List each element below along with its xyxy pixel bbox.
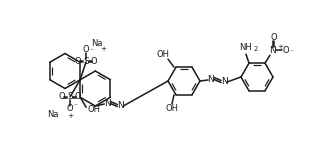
Text: OH: OH xyxy=(165,104,178,113)
Text: +: + xyxy=(67,113,73,119)
Text: ⁻: ⁻ xyxy=(73,104,77,110)
Text: O: O xyxy=(91,57,98,66)
Text: N: N xyxy=(270,46,276,55)
Text: O: O xyxy=(67,104,73,113)
Text: Na: Na xyxy=(91,39,103,48)
Text: N: N xyxy=(208,74,214,84)
Text: S: S xyxy=(83,57,89,66)
Text: O: O xyxy=(270,33,277,42)
Text: OH: OH xyxy=(156,50,169,59)
Text: Na: Na xyxy=(47,110,58,119)
Text: +: + xyxy=(277,44,283,50)
Text: OH: OH xyxy=(88,105,101,114)
Text: N: N xyxy=(104,98,111,108)
Text: ⁻: ⁻ xyxy=(89,49,93,55)
Text: 2: 2 xyxy=(253,46,257,52)
Text: O: O xyxy=(75,92,81,101)
Text: S: S xyxy=(67,92,73,101)
Text: O: O xyxy=(283,46,289,55)
Text: NH: NH xyxy=(240,43,252,52)
Text: N: N xyxy=(221,77,227,87)
Text: O: O xyxy=(75,57,81,66)
Text: N: N xyxy=(117,101,124,111)
Text: ⁻: ⁻ xyxy=(290,49,294,55)
Text: O: O xyxy=(59,92,66,101)
Text: O: O xyxy=(83,45,89,54)
Text: +: + xyxy=(100,46,106,52)
